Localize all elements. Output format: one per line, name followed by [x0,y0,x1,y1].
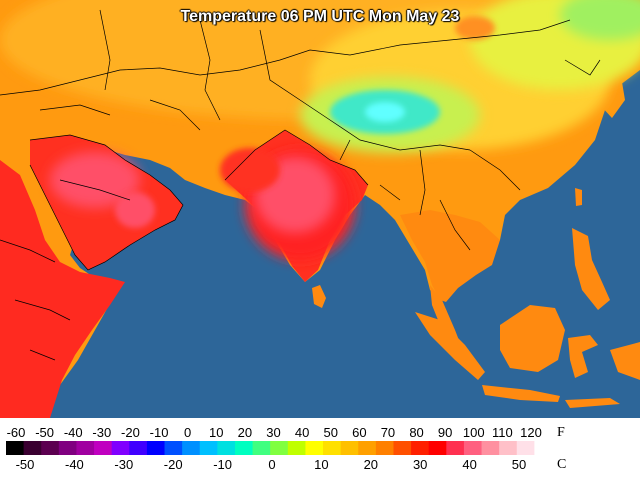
legend-swatch [358,441,377,455]
legend-swatch [428,441,447,455]
celsius-tick: 30 [412,457,428,472]
map-title: Temperature 06 PM UTC Mon May 23 [180,8,460,25]
land-philippines [572,228,610,310]
celsius-tick: -50 [15,457,35,472]
legend-swatch [111,441,130,455]
legend-swatch [375,441,395,455]
legend-swatch [58,441,78,455]
fahrenheit-tick: 40 [294,425,310,440]
celsius-unit: C [557,457,567,472]
land-newguinea [610,342,640,380]
legend-swatch [516,441,535,455]
fahrenheit-tick: -30 [92,425,112,440]
arabia-extreme-2 [115,192,155,228]
legend-swatch [252,441,271,455]
fahrenheit-tick: -20 [121,425,140,440]
legend-color-bar [6,441,552,455]
legend-swatch [481,441,500,455]
land-srilanka [312,285,326,308]
pakistan-hot [220,148,280,192]
land-taiwan [575,188,582,206]
legend-swatch [411,441,430,455]
celsius-tick: 40 [462,457,477,472]
land-borneo [500,305,565,372]
legend-swatch [340,441,359,455]
legend-swatch [146,441,166,455]
legend-swatch [534,441,552,455]
fahrenheit-tick: 110 [492,425,513,440]
fahrenheit-tick: -60 [6,425,26,440]
legend-swatch [76,441,95,455]
legend-swatch [234,441,254,455]
fahrenheit-tick: 80 [409,425,424,440]
legend-swatch [94,441,113,455]
legend-swatch [270,441,289,455]
fahrenheit-tick: -40 [63,425,83,440]
fahrenheit-tick: 70 [380,425,396,440]
fahrenheit-tick: 100 [462,425,485,440]
legend-swatch [287,441,307,455]
fahrenheit-tick: 120 [520,425,542,440]
legend-swatch [446,441,465,455]
fahrenheit-tick: 50 [323,425,338,440]
country-borders [0,9,601,361]
fahrenheit-tick: -10 [149,425,169,440]
arabia-extreme [50,152,140,208]
legend-swatch [323,441,342,455]
legend-swatch [463,441,483,455]
fahrenheit-tick: 60 [352,425,367,440]
land-malay [430,285,462,350]
celsius-tick: -30 [114,457,134,472]
celsius-tick: 10 [314,457,329,472]
fahrenheit-tick: 90 [437,425,453,440]
legend-swatch [23,441,42,455]
fahrenheit-unit: F [557,425,565,440]
fahrenheit-tick: 30 [266,425,281,440]
fahrenheit-tick: 0 [184,425,192,440]
legend-swatch [393,441,412,455]
land-sumatra [415,312,485,380]
legend-swatch [182,441,201,455]
land-sulawesi [568,335,598,378]
fahrenheit-tick: 20 [237,425,253,440]
celsius-tick: -40 [64,457,84,472]
celsius-tick: 20 [363,457,379,472]
land-africa-red [0,160,125,418]
map-graphic [0,0,640,418]
temperature-fields [0,0,640,260]
fahrenheit-tick: 10 [209,425,224,440]
celsius-tick: 50 [511,457,527,472]
temperature-map: Temperature 06 PM UTC Mon May 23 [0,0,640,418]
tibet-core [365,102,405,122]
legend-swatch [41,441,60,455]
land-lesser-sunda [565,398,620,408]
celsius-tick: 0 [268,457,276,472]
celsius-tick: -10 [213,457,232,472]
land-java [482,385,560,402]
legend-swatch [129,441,148,455]
celsius-tick: -20 [163,457,183,472]
fahrenheit-tick: -50 [35,425,55,440]
mongolia-hot [455,16,495,40]
legend-swatch [305,441,324,455]
land-seasia [400,210,500,302]
legend-swatch [499,441,518,455]
cold-northeast [560,0,640,40]
legend-swatch [6,441,25,455]
legend-swatch [199,441,218,455]
legend-swatch [164,441,183,455]
legend-swatch [217,441,236,455]
